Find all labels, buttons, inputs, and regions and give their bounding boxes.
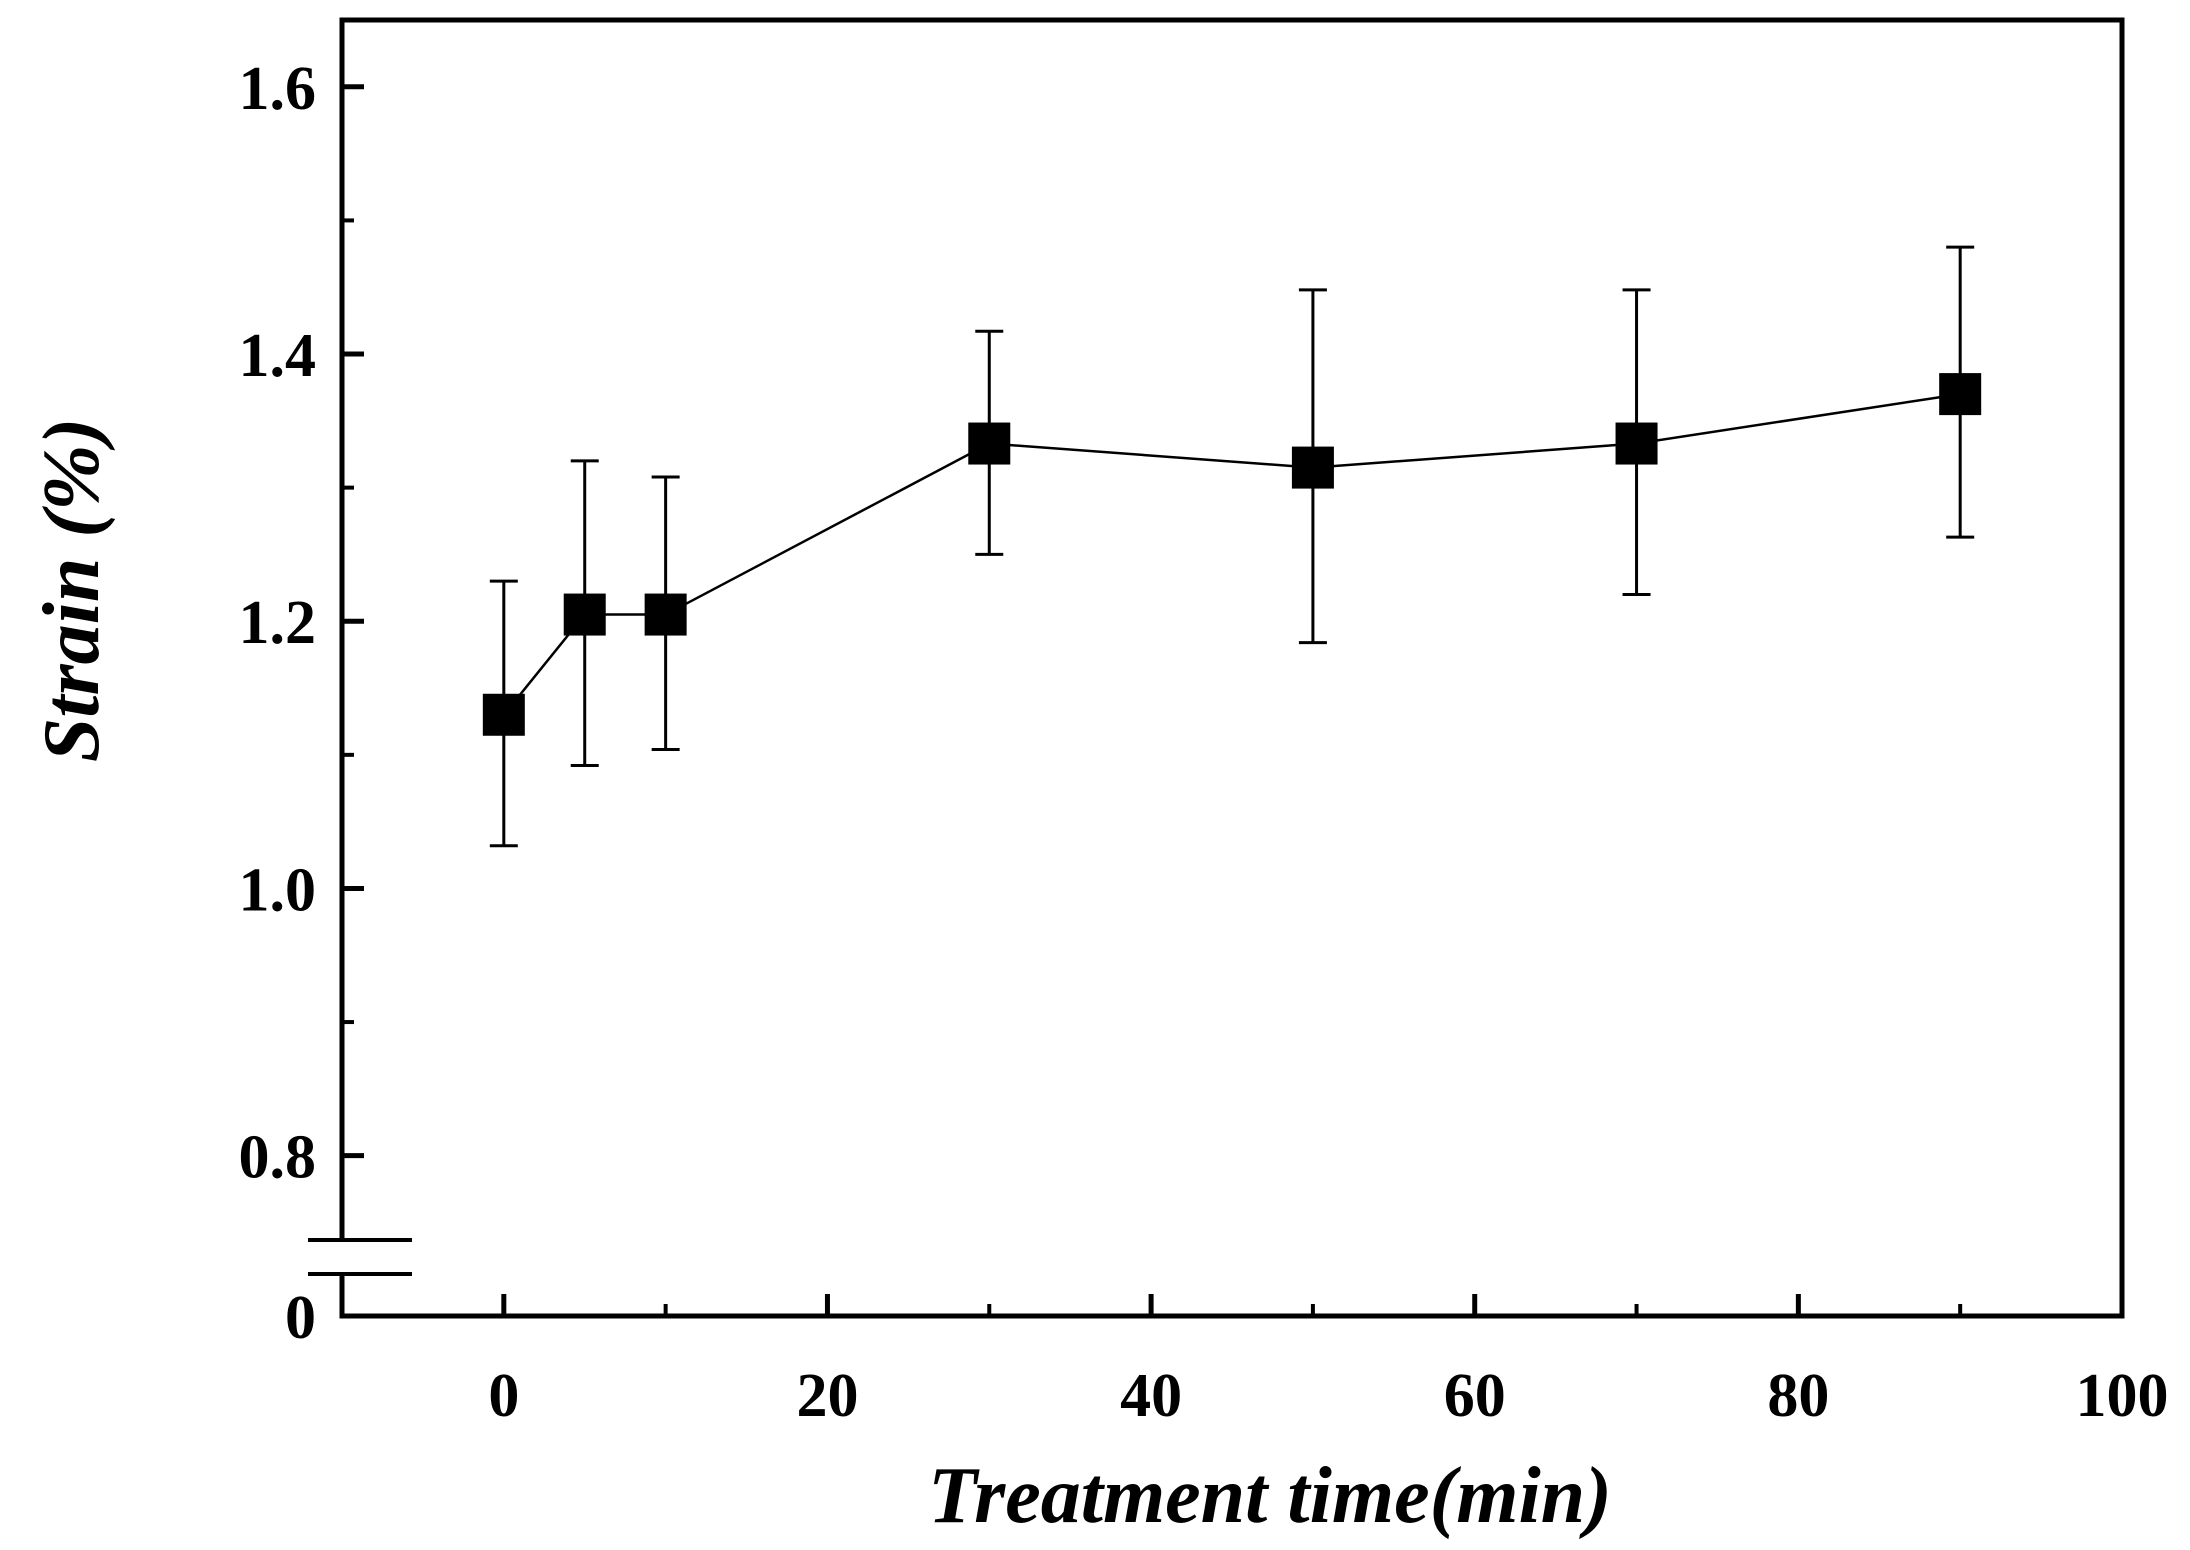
data-point-marker: [1615, 422, 1658, 465]
y-tick-label: 1.4: [239, 322, 317, 390]
y-tick-label: 1.2: [239, 589, 317, 657]
series-line: [502, 392, 1961, 716]
axis-break-gap: [336, 1240, 348, 1274]
x-tick-label: 20: [796, 1362, 858, 1430]
data-point-marker: [968, 422, 1011, 465]
x-tick-label: 40: [1120, 1362, 1182, 1430]
plot-frame: [339, 17, 2125, 1319]
data-point-marker: [563, 593, 606, 636]
x-tick-label: 60: [1444, 1362, 1506, 1430]
y-tick-label-zero: 0: [285, 1284, 316, 1352]
y-tick-label: 1.0: [239, 856, 317, 924]
x-tick-label: 80: [1767, 1362, 1829, 1430]
y-axis-title: Strain (%): [28, 418, 116, 763]
data-point-marker: [644, 593, 687, 636]
x-tick-label: 100: [2076, 1362, 2169, 1430]
data-point-marker: [1291, 446, 1334, 489]
y-tick-label: 0.8: [239, 1124, 317, 1192]
data-point-marker: [482, 693, 525, 736]
y-tick-label: 1.6: [239, 55, 317, 123]
x-axis-title: Treatment time(min): [928, 1452, 1612, 1540]
data-point-marker: [1939, 373, 1982, 416]
x-tick-label: 0: [488, 1362, 519, 1430]
